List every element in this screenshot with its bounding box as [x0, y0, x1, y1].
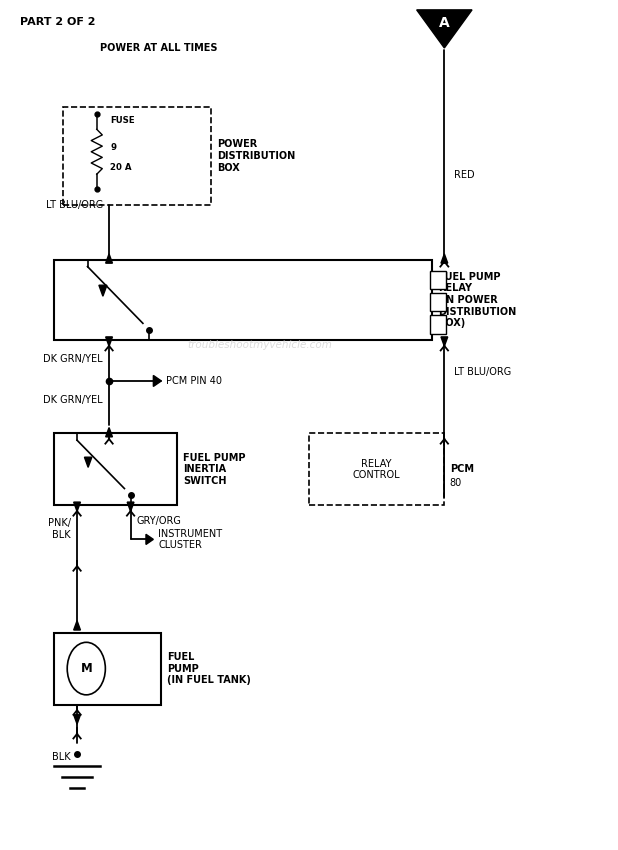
- Bar: [430, 270, 446, 289]
- Text: PNK/
BLK: PNK/ BLK: [48, 518, 71, 540]
- Bar: [54, 632, 161, 705]
- Text: DK GRN/YEL: DK GRN/YEL: [43, 394, 103, 405]
- Circle shape: [67, 643, 105, 694]
- Text: RELAY
CONTROL: RELAY CONTROL: [353, 459, 400, 480]
- Text: POWER
DISTRIBUTION
BOX: POWER DISTRIBUTION BOX: [217, 139, 295, 173]
- Text: PCM: PCM: [451, 464, 475, 474]
- Polygon shape: [417, 10, 472, 48]
- Polygon shape: [85, 457, 92, 468]
- Bar: [430, 315, 446, 333]
- Text: A: A: [439, 15, 450, 30]
- Polygon shape: [74, 620, 80, 630]
- Bar: [63, 107, 211, 205]
- Text: 80: 80: [449, 478, 462, 488]
- Text: FUEL PUMP
INERTIA
SWITCH: FUEL PUMP INERTIA SWITCH: [183, 453, 245, 486]
- Text: FUEL PUMP
RELAY
(IN POWER
DISTRIBUTION
BOX): FUEL PUMP RELAY (IN POWER DISTRIBUTION B…: [438, 272, 517, 328]
- Text: FUSE: FUSE: [110, 116, 135, 125]
- Bar: [309, 434, 444, 506]
- Text: 20 A: 20 A: [110, 162, 132, 172]
- Text: PART 2 OF 2: PART 2 OF 2: [20, 17, 95, 26]
- Text: PCM PIN 40: PCM PIN 40: [166, 376, 222, 386]
- Polygon shape: [146, 535, 153, 545]
- Polygon shape: [153, 376, 161, 387]
- Polygon shape: [74, 502, 80, 512]
- Text: BLK: BLK: [53, 752, 71, 762]
- Text: POWER AT ALL TIMES: POWER AT ALL TIMES: [99, 43, 217, 53]
- Text: DK GRN/YEL: DK GRN/YEL: [43, 354, 103, 364]
- Polygon shape: [441, 254, 447, 264]
- Polygon shape: [106, 337, 112, 346]
- Polygon shape: [127, 502, 134, 512]
- Text: RED: RED: [454, 170, 474, 180]
- Bar: [54, 260, 432, 340]
- Polygon shape: [106, 254, 112, 264]
- Text: troubleshootmyvehicle.com: troubleshootmyvehicle.com: [187, 339, 332, 349]
- Text: FUEL
PUMP
(IN FUEL TANK): FUEL PUMP (IN FUEL TANK): [167, 652, 252, 685]
- Text: GRY/ORG: GRY/ORG: [137, 516, 182, 526]
- Bar: [430, 293, 446, 311]
- Text: M: M: [80, 662, 92, 675]
- Polygon shape: [106, 428, 112, 437]
- Text: LT BLU/ORG: LT BLU/ORG: [46, 200, 103, 210]
- Text: LT BLU/ORG: LT BLU/ORG: [454, 367, 511, 377]
- Text: 9: 9: [110, 143, 116, 152]
- Polygon shape: [74, 715, 80, 724]
- Polygon shape: [99, 286, 107, 296]
- Bar: [54, 434, 177, 506]
- Polygon shape: [441, 337, 447, 346]
- Text: INSTRUMENT
CLUSTER: INSTRUMENT CLUSTER: [158, 529, 222, 550]
